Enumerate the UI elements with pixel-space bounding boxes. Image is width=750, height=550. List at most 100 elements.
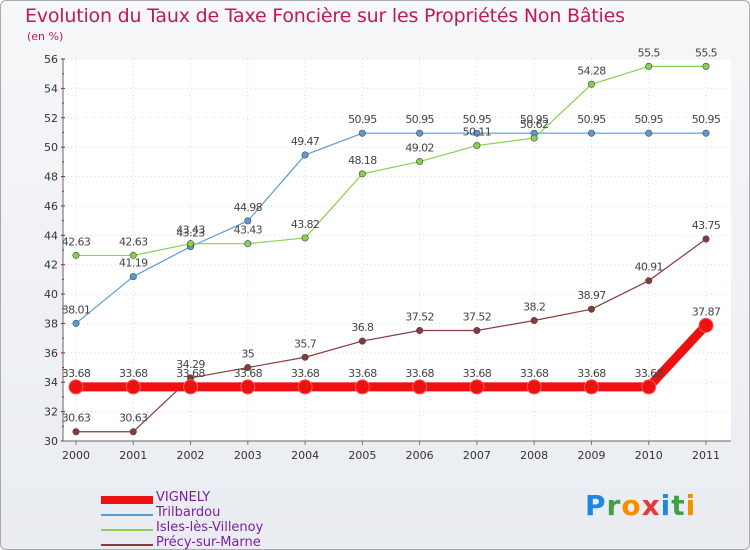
plot-area <box>63 59 731 441</box>
data-label: 38.97 <box>577 289 606 302</box>
data-label: 50.95 <box>634 113 663 126</box>
data-label: 55.5 <box>695 46 718 59</box>
data-label: 41.19 <box>119 257 148 270</box>
data-label: 43.75 <box>692 219 721 232</box>
data-label: 50.11 <box>463 126 492 139</box>
data-point <box>530 134 538 142</box>
data-point <box>473 142 481 150</box>
proxiti-logo: Proxiti <box>585 489 696 522</box>
legend-swatch <box>101 544 153 546</box>
x-tick-label: 2011 <box>692 449 720 462</box>
data-point <box>244 240 252 248</box>
data-point <box>587 129 595 137</box>
legend-label: Précy-sur-Marne <box>156 535 261 550</box>
legend-label: Trilbardou <box>156 505 221 520</box>
data-label: 36.8 <box>351 321 374 334</box>
data-point <box>469 379 485 395</box>
data-point <box>645 129 653 137</box>
data-label: 55.5 <box>638 46 661 59</box>
data-point <box>72 428 80 436</box>
data-point <box>358 129 366 137</box>
data-label: 33.68 <box>520 367 549 380</box>
data-label: 33.68 <box>176 367 205 380</box>
logo-letter: P <box>585 489 607 522</box>
data-label: 43.23 <box>176 227 205 240</box>
data-label: 33.68 <box>234 367 263 380</box>
legend-swatch <box>101 514 153 516</box>
data-point <box>129 251 137 259</box>
data-label: 30.63 <box>119 412 148 425</box>
data-label: 33.68 <box>291 367 320 380</box>
logo-letter: r <box>606 489 622 522</box>
x-tick-label: 2000 <box>62 449 90 462</box>
legend-swatch <box>101 496 153 504</box>
data-point <box>129 428 137 436</box>
data-point <box>297 379 313 395</box>
data-label: 50.95 <box>520 113 549 126</box>
data-label: 43.43 <box>176 224 205 237</box>
chart-units: (en %) <box>27 30 64 43</box>
data-point <box>530 317 538 325</box>
y-tick-label: 54 <box>44 82 58 95</box>
data-label: 48.18 <box>348 154 377 167</box>
data-label: 50.95 <box>577 113 606 126</box>
data-label: 50.62 <box>520 118 549 131</box>
data-point <box>473 129 481 137</box>
x-tick-label: 2002 <box>177 449 205 462</box>
logo-letter: i <box>685 489 697 522</box>
legend-label: VIGNELY <box>156 490 211 505</box>
data-point <box>473 327 481 335</box>
data-label: 49.47 <box>291 135 320 148</box>
data-label: 50.95 <box>692 113 721 126</box>
data-point <box>645 62 653 70</box>
y-tick-label: 56 <box>44 53 58 66</box>
data-point <box>125 379 141 395</box>
data-label: 44.98 <box>234 201 263 214</box>
y-tick-label: 36 <box>44 347 58 360</box>
data-point <box>301 353 309 361</box>
data-point <box>72 319 80 327</box>
data-label: 33.68 <box>634 367 663 380</box>
data-label: 37.52 <box>405 311 434 324</box>
data-label: 38.01 <box>62 303 91 316</box>
logo-letter: t <box>671 489 686 522</box>
data-point <box>358 170 366 178</box>
y-tick-label: 34 <box>44 376 58 389</box>
y-tick-label: 40 <box>44 288 58 301</box>
x-tick-label: 2001 <box>119 449 147 462</box>
data-point <box>587 305 595 313</box>
data-label: 33.68 <box>119 367 148 380</box>
data-point <box>645 277 653 285</box>
y-tick-label: 42 <box>44 259 58 272</box>
data-label: 30.63 <box>62 412 91 425</box>
data-label: 50.95 <box>405 113 434 126</box>
y-tick-label: 46 <box>44 200 58 213</box>
series-line-vignely <box>71 320 711 392</box>
logo-letter: i <box>660 489 672 522</box>
data-label: 33.68 <box>577 367 606 380</box>
data-point <box>416 129 424 137</box>
x-tick-label: 2003 <box>234 449 262 462</box>
data-point <box>129 273 137 281</box>
logo-letter: x <box>641 489 661 522</box>
data-label: 49.02 <box>405 142 434 155</box>
data-point <box>641 379 657 395</box>
data-label: 50.95 <box>348 113 377 126</box>
data-point <box>301 234 309 242</box>
y-tick-label: 30 <box>44 435 58 448</box>
data-label: 34.29 <box>176 358 205 371</box>
series-line-isles-l-s-villenoy <box>75 65 707 257</box>
data-point <box>526 379 542 395</box>
chart-title: Evolution du Taux de Taxe Foncière sur l… <box>25 5 625 27</box>
logo-letter: o <box>621 489 642 522</box>
data-label: 33.68 <box>62 367 91 380</box>
data-point <box>702 129 710 137</box>
data-point <box>416 158 424 166</box>
y-tick-label: 32 <box>44 406 58 419</box>
x-tick-label: 2007 <box>463 449 491 462</box>
legend-label: Isles-lès-Villenoy <box>156 520 264 535</box>
y-tick-label: 52 <box>44 112 58 125</box>
x-tick-label: 2009 <box>577 449 605 462</box>
